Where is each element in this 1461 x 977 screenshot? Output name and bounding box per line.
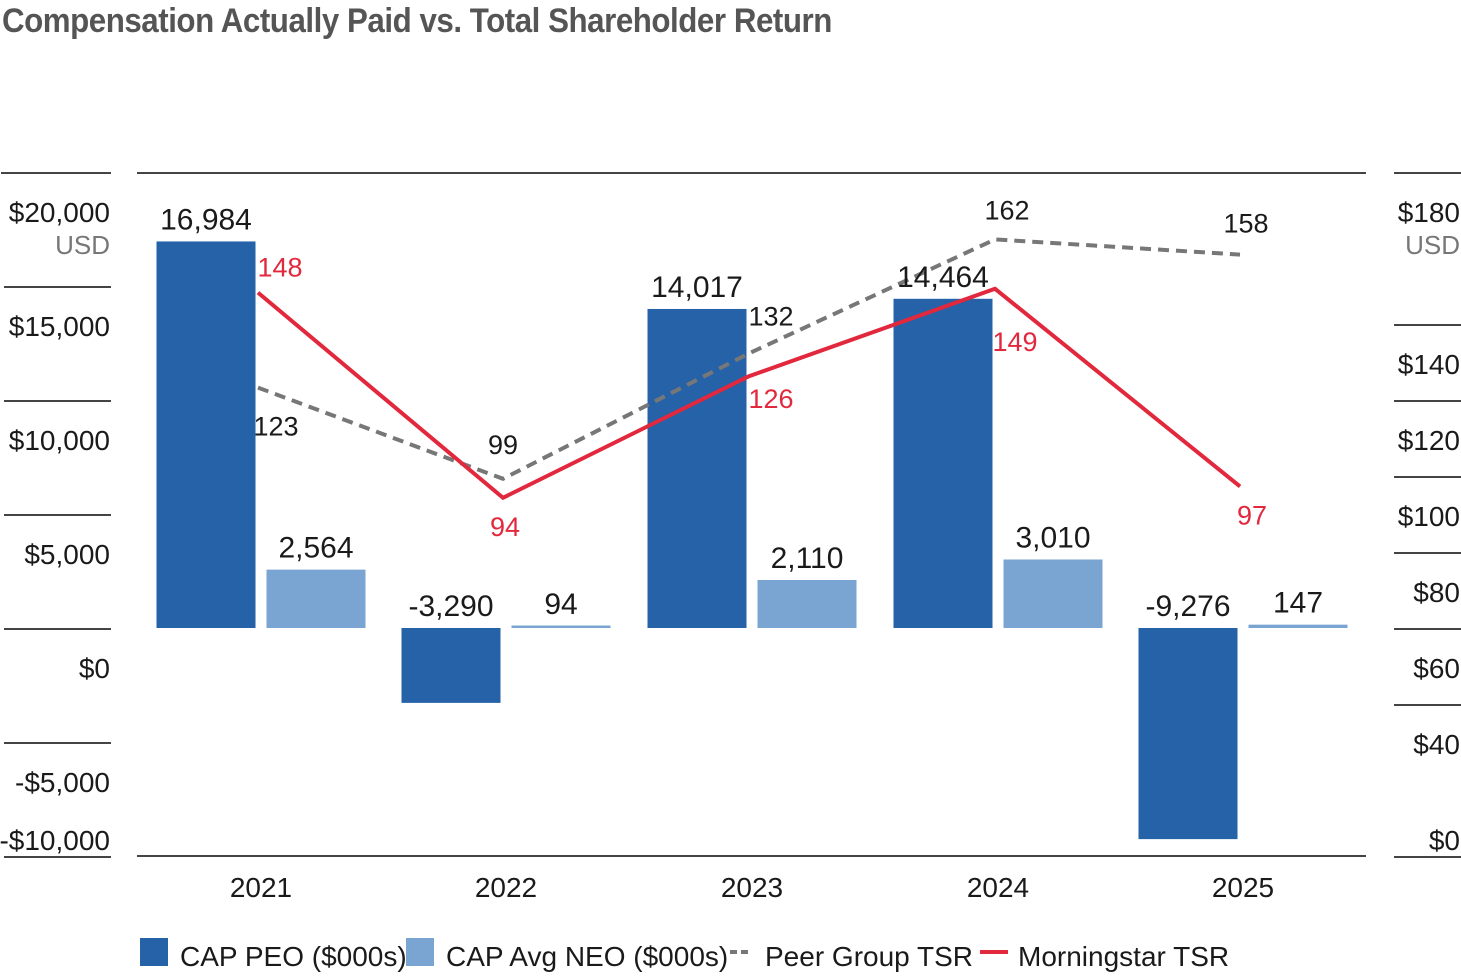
cap-peo-bar: [401, 628, 501, 703]
right-axis-tick-label: $100: [1398, 501, 1460, 532]
legend: CAP PEO ($000s) CAP Avg NEO ($000s) Peer G…: [140, 938, 1229, 972]
right-axis-tick-label: $180: [1398, 197, 1460, 228]
legend-label-cap-peo: CAP PEO ($000s): [180, 941, 407, 972]
morningstar-tsr-label: 148: [257, 253, 302, 283]
x-axis-tick-label: 2021: [230, 872, 292, 903]
right-axis-tick-label: $120: [1398, 425, 1460, 456]
cap-neo-label: 3,010: [1015, 521, 1090, 554]
peer-group-tsr-line: [257, 237, 1241, 481]
x-axis-tick-label: 2024: [967, 872, 1029, 903]
left-axis-tick-label: -$5,000: [15, 767, 110, 798]
morningstar-tsr-label: 97: [1237, 500, 1267, 530]
legend-label-peer-tsr: Peer Group TSR: [765, 941, 973, 972]
cap-peo-label: -3,290: [408, 590, 493, 623]
cap-peo-label: 14,464: [897, 261, 989, 294]
legend-swatch-cap-neo: [406, 938, 434, 966]
left-axis-tick-label: $20,000: [9, 197, 110, 228]
cap-neo-label: 147: [1273, 587, 1323, 620]
cap-neo-bar: [1003, 559, 1103, 628]
left-axis-unit: USD: [55, 230, 110, 260]
cap-neo-label: 2,110: [771, 542, 844, 575]
cap-neo-label: 94: [544, 588, 577, 621]
morningstar-tsr-line: [256, 286, 1242, 501]
left-axis: $20,000 $15,000 $10,000 $5,000 $0 -$5,000 -$10…: [0, 197, 110, 856]
cap-peo-label: -9,276: [1145, 590, 1230, 623]
cap-peo-label: 14,017: [651, 271, 743, 304]
cap-peo-bar: [156, 241, 256, 628]
cap-peo-label: 16,984: [160, 203, 252, 236]
x-axis-tick-label: 2023: [721, 872, 783, 903]
legend-label-morningstar-tsr: Morningstar TSR: [1018, 941, 1229, 972]
morningstar-tsr-label: 94: [490, 512, 520, 542]
cap-peo-bar: [1138, 628, 1238, 840]
morningstar-tsr-label: 126: [748, 384, 793, 414]
peer-group-tsr-label: 99: [488, 430, 518, 460]
chart-title: Compensation Actually Paid vs. Total Sha…: [2, 2, 832, 40]
legend-label-cap-neo: CAP Avg NEO ($000s): [446, 941, 728, 972]
cap-neo-label: 2,564: [278, 532, 353, 565]
x-axis-tick-label: 2025: [1212, 872, 1274, 903]
gridlines: [1, 172, 1461, 858]
right-axis-tick-label: $80: [1413, 577, 1460, 608]
left-axis-tick-label: $0: [79, 653, 110, 684]
cap-peo-bar: [647, 308, 747, 628]
right-axis-unit: USD: [1405, 230, 1460, 260]
right-axis-tick-label: $0: [1429, 825, 1460, 856]
right-axis-tick-label: $140: [1398, 349, 1460, 380]
right-axis-tick-label: $60: [1413, 653, 1460, 684]
peer-group-tsr-label: 158: [1223, 209, 1268, 239]
left-axis-tick-label: $5,000: [24, 539, 110, 570]
peer-group-tsr-label: 132: [748, 301, 793, 331]
x-axis: 2021 2022 2023 2024 2025: [230, 872, 1274, 903]
data-labels: 16,984 -3,290 14,017 14,464 -9,276 2,564 94 2,1…: [160, 195, 1323, 623]
tsr-lines: [256, 237, 1242, 501]
cap-neo-bar: [511, 625, 611, 628]
cap-neo-bar: [757, 579, 857, 628]
left-axis-tick-label: $10,000: [9, 425, 110, 456]
right-axis: $180 $140 $120 $100 $80 $60 $40 $0 USD: [1398, 197, 1460, 856]
left-axis-tick-label: -$10,000: [0, 825, 110, 856]
cap-neo-bar: [1248, 624, 1348, 628]
peer-group-tsr-label: 123: [253, 412, 298, 442]
cap-neo-bar: [266, 569, 366, 628]
legend-swatch-cap-peo: [140, 938, 168, 966]
bars: [156, 241, 1348, 840]
morningstar-tsr-label: 149: [992, 327, 1037, 357]
cap-peo-bar: [893, 298, 993, 628]
x-axis-tick-label: 2022: [475, 872, 537, 903]
peer-group-tsr-label: 162: [984, 195, 1029, 225]
left-axis-tick-label: $15,000: [9, 311, 110, 342]
right-axis-tick-label: $40: [1413, 729, 1460, 760]
